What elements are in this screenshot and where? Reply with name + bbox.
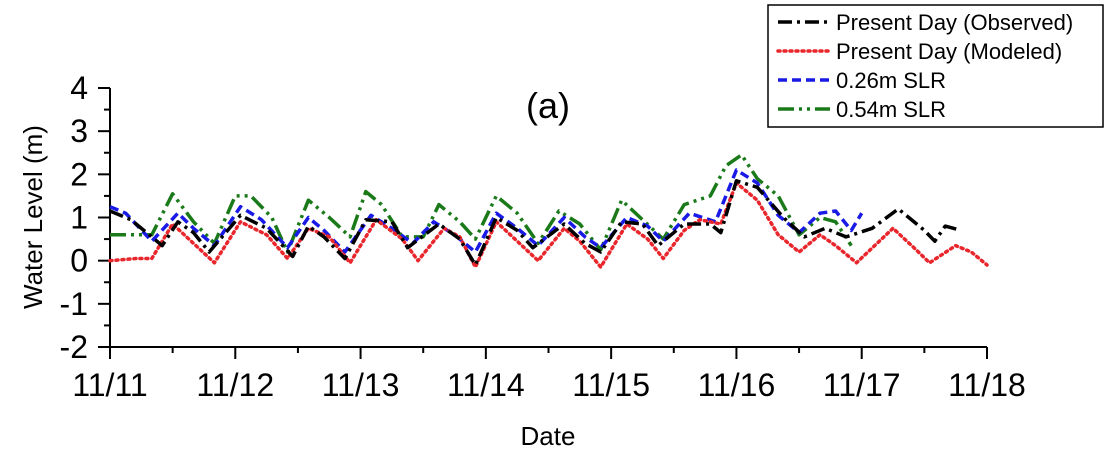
- x-axis-title: Date: [521, 421, 576, 451]
- x-tick-label: 11/15: [572, 367, 650, 403]
- x-tick-label: 11/18: [948, 367, 1026, 403]
- y-tick-label: -1: [60, 286, 88, 322]
- x-tick-label: 11/16: [698, 367, 776, 403]
- x-tick-label: 11/11: [72, 367, 147, 403]
- series-line-3: [110, 153, 853, 254]
- legend-label: 0.26m SLR: [836, 68, 946, 93]
- legend-box: [767, 4, 1104, 128]
- legend-label: Present Day (Modeled): [836, 39, 1062, 64]
- y-tick-label: 4: [70, 70, 88, 106]
- axes: -2 -1 0 1 2 3 4 11/11 11/12 11/13 11/14 11/15 11/16 1…: [60, 70, 1026, 403]
- legend: Present Day (Observed) Present Day (Model…: [767, 4, 1104, 128]
- series-layer: [108, 153, 989, 269]
- x-tick-label: 11/14: [447, 367, 525, 403]
- x-tick-label: 11/12: [196, 367, 274, 403]
- legend-label: Present Day (Observed): [836, 10, 1073, 35]
- legend-label: 0.54m SLR: [836, 97, 946, 122]
- x-tick-label: 11/13: [322, 367, 400, 403]
- y-tick-label: -2: [60, 329, 88, 365]
- y-tick-label: 0: [70, 243, 88, 279]
- x-tick-label: 11/17: [823, 367, 901, 403]
- y-axis-title: Water Level (m): [18, 125, 48, 309]
- y-tick-label: 1: [70, 200, 88, 236]
- series-line-0: [109, 179, 962, 267]
- series-line-1: [108, 181, 989, 269]
- series-line-2: [109, 168, 864, 254]
- y-tick-label: 2: [70, 156, 88, 192]
- y-tick-label: 3: [70, 113, 88, 149]
- panel-label: (a): [526, 85, 570, 126]
